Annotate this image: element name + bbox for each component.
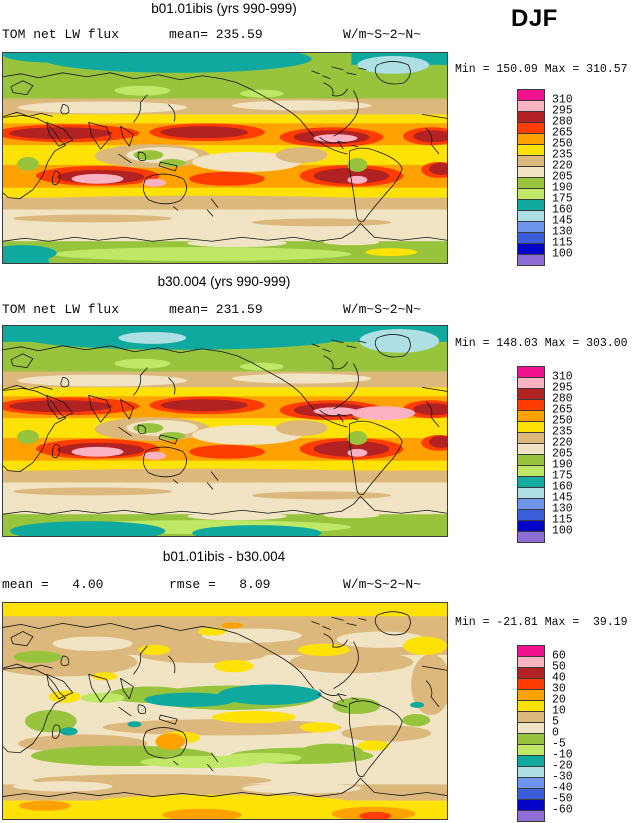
colorbar-tick-label: 265 <box>552 403 573 417</box>
panel2-minmax-label: Min = 148.03 Max = 303.00 <box>455 337 628 350</box>
colorbar-tick-label: 295 <box>552 104 573 118</box>
colorbar-tick-label: 175 <box>552 192 573 206</box>
colorbar-tick-label: 10 <box>552 704 566 718</box>
panel3-units-label: W/m~S~2~N~ <box>343 577 422 592</box>
panel3-colorbar: 60 50 40 30 20 10 5 0 -5 -10 -20 -30 -40 -50 -60 <box>517 645 573 822</box>
season-label: DJF <box>511 5 558 32</box>
colorbar-tick-label: 130 <box>552 225 573 239</box>
panel3-title: b01.01ibis - b30.004 <box>162 549 286 564</box>
panel3-mean-label: mean = 4.00 <box>2 577 104 592</box>
colorbar-swatch <box>517 531 545 543</box>
colorbar-tick-label: 190 <box>552 458 573 472</box>
colorbar-tick-label: 265 <box>552 126 573 140</box>
colorbar-tick-label: 50 <box>552 660 566 674</box>
panel2-title: b30.004 (yrs 990-999) <box>157 274 291 289</box>
colorbar-tick-label: 175 <box>552 469 573 483</box>
colorbar-tick-label: -40 <box>552 781 573 795</box>
panel1-colorbar: 310 295 280 265 250 235 220 205 190 175 160 145 130 1… <box>517 89 573 266</box>
panel2-colorbar: 310 295 280 265 250 235 220 205 190 175 160 145 130 1… <box>517 366 573 543</box>
colorbar-tick-label: 100 <box>552 524 573 538</box>
colorbar-swatch <box>517 810 545 822</box>
colorbar-tick-label: -5 <box>552 737 566 751</box>
panel2-units-label: W/m~S~2~N~ <box>343 302 422 317</box>
colorbar-tick-label: 250 <box>552 414 573 428</box>
colorbar-tick-label: 145 <box>552 214 573 228</box>
colorbar-tick-label: 295 <box>552 381 573 395</box>
colorbar-tick-label: 160 <box>552 480 573 494</box>
colorbar-tick-label: 60 <box>552 649 566 663</box>
panel3-subtitle-row: mean = 4.00 rmse = 8.09 W/m~S~2~N~ <box>0 577 450 592</box>
panel1-map <box>2 52 448 264</box>
colorbar-tick-label: 235 <box>552 425 573 439</box>
panel2-variable-label: TOM net LW flux <box>2 302 120 317</box>
colorbar-tick-label: -50 <box>552 792 573 806</box>
panel1-title: b01.01ibis (yrs 990-999) <box>151 1 297 16</box>
colorbar-tick-label: -20 <box>552 759 573 773</box>
panel1-units-label: W/m~S~2~N~ <box>343 27 422 42</box>
colorbar-tick-label: 280 <box>552 115 573 129</box>
colorbar-tick-label: 220 <box>552 436 573 450</box>
panel1-minmax-label: Min = 150.09 Max = 310.57 <box>455 63 628 76</box>
colorbar-tick-label: 190 <box>552 181 573 195</box>
colorbar-tick-label: 145 <box>552 491 573 505</box>
colorbar-tick-label: 205 <box>552 170 573 184</box>
colorbar-tick-label: 40 <box>552 671 566 685</box>
colorbar-tick-label: 5 <box>552 715 559 729</box>
panel3-minmax-label: Min = -21.81 Max = 39.19 <box>455 616 628 629</box>
colorbar-tick-label: -60 <box>552 803 573 817</box>
panel1-map-svg <box>3 53 447 263</box>
colorbar-tick-label: 250 <box>552 137 573 151</box>
colorbar-tick-label: 205 <box>552 447 573 461</box>
colorbar-tick-label: 160 <box>552 203 573 217</box>
colorbar-tick-label: 220 <box>552 159 573 173</box>
panel2-map <box>2 325 448 537</box>
colorbar-tick-label: 30 <box>552 682 566 696</box>
colorbar-tick-label: 115 <box>552 236 573 250</box>
colorbar-tick-label: 100 <box>552 247 573 261</box>
colorbar-tick-label: 235 <box>552 148 573 162</box>
colorbar-tick-label: 115 <box>552 513 573 527</box>
panel1-variable-label: TOM net LW flux <box>2 27 120 42</box>
colorbar-tick-label: 130 <box>552 502 573 516</box>
panel2-map-svg <box>3 326 447 536</box>
colorbar-tick-label: -10 <box>552 748 573 762</box>
colorbar-tick-label: -30 <box>552 770 573 784</box>
panel2-mean-label: mean= 231.59 <box>169 302 263 317</box>
colorbar-tick-label: 310 <box>552 370 573 384</box>
panel1-subtitle-row: TOM net LW flux mean= 235.59 W/m~S~2~N~ <box>0 27 450 42</box>
panel2-subtitle-row: TOM net LW flux mean= 231.59 W/m~S~2~N~ <box>0 302 450 317</box>
panel3-rmse-label: rmse = 8.09 <box>169 577 271 592</box>
panel3-map-svg <box>3 603 447 819</box>
colorbar-tick-label: 280 <box>552 392 573 406</box>
panel1-mean-label: mean= 235.59 <box>169 27 263 42</box>
colorbar-swatch <box>517 254 545 266</box>
colorbar-tick-label: 0 <box>552 726 559 740</box>
colorbar-tick-label: 310 <box>552 93 573 107</box>
panel3-map <box>2 602 448 820</box>
colorbar-tick-label: 20 <box>552 693 566 707</box>
